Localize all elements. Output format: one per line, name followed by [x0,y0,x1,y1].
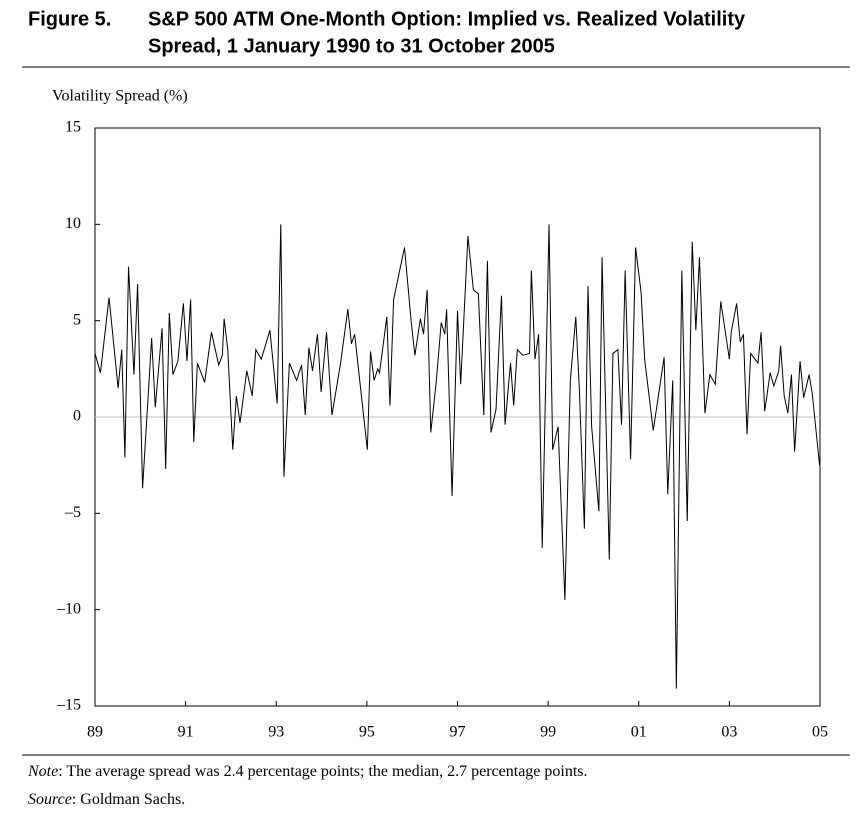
y-tick-label: 15 [65,119,81,136]
x-tick-label: 01 [631,724,647,741]
y-tick-label: 10 [65,215,81,232]
figure-label: Figure 5. [28,8,111,30]
x-tick-label: 03 [721,724,737,741]
x-tick-label: 97 [450,724,466,741]
x-tick-label: 05 [812,724,828,741]
x-tick-label: 91 [178,724,194,741]
y-tick-label: –15 [56,697,81,714]
y-tick-label: 0 [73,408,81,425]
y-tick-label: –10 [56,600,81,617]
note-text: : The average spread was 2.4 percentage … [58,763,587,780]
data-line [94,224,821,689]
x-tick-label: 89 [87,724,103,741]
chart-title: S&P 500 ATM One-Month Option: Implied vs… [148,8,746,30]
x-tick-label: 93 [268,724,284,741]
source-label: Source [28,791,72,808]
y-axis-label: Volatility Spread (%) [52,88,188,105]
x-tick-label: 95 [359,724,375,741]
source: Source: Goldman Sachs. [28,791,185,808]
note-label: Note [27,763,58,780]
x-tick-label: 99 [540,724,556,741]
y-tick-label: 5 [73,311,81,328]
note: Note: The average spread was 2.4 percent… [27,763,588,780]
chart-title-line2: Spread, 1 January 1990 to 31 October 200… [148,35,555,57]
source-text: : Goldman Sachs. [72,791,185,808]
y-tick-label: –5 [64,504,81,521]
